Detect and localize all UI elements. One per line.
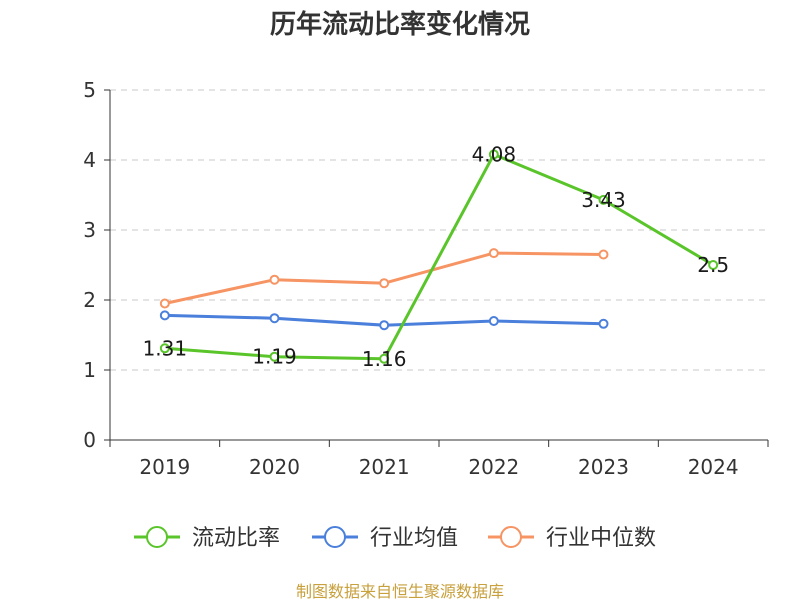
legend-item: 流动比率 xyxy=(134,526,280,551)
x-tick-label: 2021 xyxy=(359,455,410,479)
legend-marker xyxy=(324,526,346,548)
data-label: 1.19 xyxy=(252,345,297,369)
x-tick-label: 2019 xyxy=(139,455,190,479)
data-point xyxy=(159,343,170,354)
x-tick-label: 2023 xyxy=(578,455,629,479)
data-point xyxy=(379,278,390,289)
data-point xyxy=(379,353,390,364)
y-tick-label: 1 xyxy=(83,358,96,382)
series-lines xyxy=(164,152,714,361)
data-point xyxy=(269,351,280,362)
data-label: 1.31 xyxy=(143,336,188,360)
series-line xyxy=(164,152,714,361)
data-point xyxy=(708,260,719,270)
data-point xyxy=(598,249,609,260)
data-point xyxy=(598,194,609,205)
y-tick-label: 3 xyxy=(83,218,96,242)
legend-label: 行业均值 xyxy=(370,526,458,551)
source-note: 制图数据来自恒生聚源数据库 xyxy=(295,582,504,601)
x-tick-label: 2022 xyxy=(468,455,519,479)
chart-title: 历年流动比率变化情况 xyxy=(269,10,530,40)
legend: 流动比率 行业均值 行业中位数 xyxy=(134,526,656,551)
legend-marker xyxy=(146,526,168,548)
data-point xyxy=(269,313,280,324)
data-labels: 1.31 1.19 1.16 4.08 3.43 2.5 xyxy=(143,142,730,370)
data-point xyxy=(488,316,499,326)
data-point xyxy=(379,320,390,331)
y-tick-label: 2 xyxy=(83,288,96,312)
grid-lines xyxy=(110,89,768,371)
y-tick-label: 0 xyxy=(83,428,96,452)
data-point xyxy=(159,310,170,321)
data-point xyxy=(598,318,609,329)
axes: 0 1 2 3 4 5 2019 2020 2021 2022 2023 2024 xyxy=(83,78,769,479)
legend-label: 流动比率 xyxy=(192,526,280,551)
y-tick-label: 4 xyxy=(83,148,96,172)
legend-marker xyxy=(500,526,522,548)
y-tick-label: 5 xyxy=(83,78,96,102)
data-label: 3.43 xyxy=(581,188,626,212)
data-label: 4.08 xyxy=(472,142,517,166)
legend-item: 行业均值 xyxy=(312,526,458,551)
x-tick-label: 2024 xyxy=(688,455,739,479)
series-points xyxy=(159,149,719,364)
data-point xyxy=(159,298,170,309)
legend-item: 行业中位数 xyxy=(488,526,656,551)
data-point xyxy=(488,248,499,259)
data-point xyxy=(488,149,499,160)
data-label: 2.5 xyxy=(697,253,729,277)
data-label: 1.16 xyxy=(362,347,407,371)
data-point xyxy=(269,274,280,285)
x-tick-label: 2020 xyxy=(249,455,300,479)
legend-label: 行业中位数 xyxy=(546,526,656,551)
